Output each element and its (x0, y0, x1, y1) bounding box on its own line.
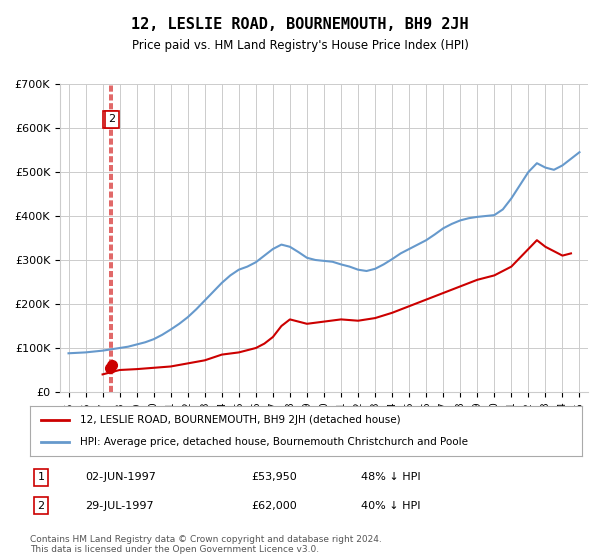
Text: 48% ↓ HPI: 48% ↓ HPI (361, 472, 421, 482)
Text: £62,000: £62,000 (251, 501, 296, 511)
Text: 40% ↓ HPI: 40% ↓ HPI (361, 501, 421, 511)
Text: 2: 2 (109, 114, 116, 124)
Text: 29-JUL-1997: 29-JUL-1997 (85, 501, 154, 511)
Text: Price paid vs. HM Land Registry's House Price Index (HPI): Price paid vs. HM Land Registry's House … (131, 39, 469, 52)
Text: 12, LESLIE ROAD, BOURNEMOUTH, BH9 2JH: 12, LESLIE ROAD, BOURNEMOUTH, BH9 2JH (131, 17, 469, 32)
Text: 1: 1 (106, 114, 113, 124)
Text: £53,950: £53,950 (251, 472, 296, 482)
Text: 2: 2 (37, 501, 44, 511)
Text: 02-JUN-1997: 02-JUN-1997 (85, 472, 156, 482)
Text: 12, LESLIE ROAD, BOURNEMOUTH, BH9 2JH (detached house): 12, LESLIE ROAD, BOURNEMOUTH, BH9 2JH (d… (80, 415, 400, 425)
Text: 1: 1 (38, 472, 44, 482)
Text: HPI: Average price, detached house, Bournemouth Christchurch and Poole: HPI: Average price, detached house, Bour… (80, 437, 467, 447)
Text: Contains HM Land Registry data © Crown copyright and database right 2024.
This d: Contains HM Land Registry data © Crown c… (30, 535, 382, 554)
